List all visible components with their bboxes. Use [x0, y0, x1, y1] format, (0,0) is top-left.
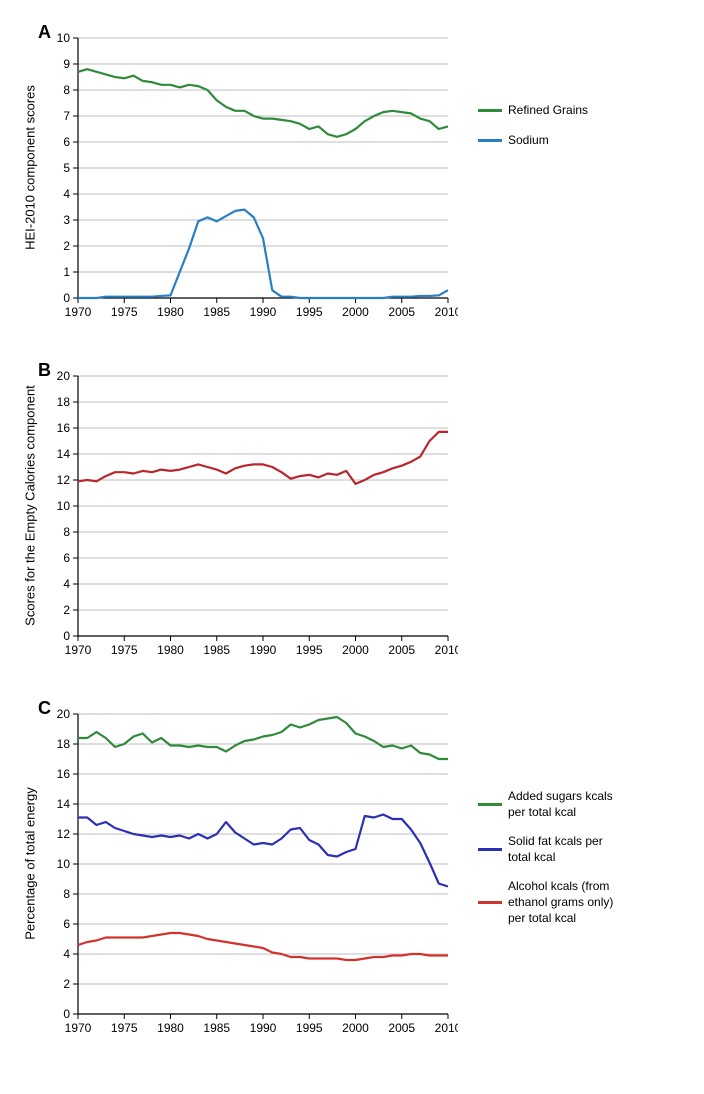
- y-tick-label: 0: [63, 291, 70, 305]
- legend-label: Sodium: [508, 133, 549, 149]
- legend-item: Sodium: [478, 133, 588, 149]
- y-tick-label: 14: [57, 447, 71, 461]
- y-tick-label: 10: [57, 499, 71, 513]
- y-tick-label: 6: [63, 551, 70, 565]
- panel-letter: A: [38, 22, 51, 43]
- panel-b: BScores for the Empty Calories component…: [20, 358, 684, 666]
- x-tick-label: 1990: [250, 305, 277, 319]
- legend-item: Refined Grains: [478, 103, 588, 119]
- legend: Added sugars kcals per total kcal Solid f…: [478, 789, 618, 940]
- legend-item: Added sugars kcals per total kcal: [478, 789, 618, 820]
- x-tick-label: 1970: [65, 305, 92, 319]
- x-tick-label: 1985: [203, 643, 230, 657]
- y-tick-label: 7: [63, 109, 70, 123]
- y-tick-label: 8: [63, 887, 70, 901]
- x-tick-label: 2000: [342, 643, 369, 657]
- x-tick-label: 1990: [250, 1021, 277, 1035]
- data-series-line: [78, 717, 448, 759]
- data-series-line: [78, 432, 448, 484]
- y-tick-label: 6: [63, 135, 70, 149]
- x-tick-label: 1985: [203, 305, 230, 319]
- x-tick-label: 1980: [157, 1021, 184, 1035]
- chart-svg: 0 2 4 6 8 10 12 14 16 18 20 1970 1975 1980 1985 1990 199…: [20, 696, 458, 1044]
- y-tick-label: 20: [57, 369, 71, 383]
- legend-label: Solid fat kcals per total kcal: [508, 834, 618, 865]
- y-tick-label: 0: [63, 629, 70, 643]
- y-tick-label: 12: [57, 827, 71, 841]
- y-tick-label: 9: [63, 57, 70, 71]
- x-tick-label: 1995: [296, 1021, 323, 1035]
- y-tick-label: 16: [57, 421, 71, 435]
- x-tick-label: 2005: [388, 1021, 415, 1035]
- y-axis-label: Scores for the Empty Calories component: [23, 376, 38, 636]
- legend-label: Refined Grains: [508, 103, 588, 119]
- y-tick-label: 14: [57, 797, 71, 811]
- x-tick-label: 2000: [342, 305, 369, 319]
- legend-label: Alcohol kcals (from ethanol grams only) …: [508, 879, 618, 926]
- chart-svg: 0 1 2 3 4 5 6 7 8 9 10 1970 1975 1980 1985 1990 1995 2000…: [20, 20, 458, 328]
- x-tick-label: 1980: [157, 305, 184, 319]
- x-tick-label: 1975: [111, 643, 138, 657]
- data-series-line: [78, 933, 448, 960]
- y-tick-label: 0: [63, 1007, 70, 1021]
- y-tick-label: 20: [57, 707, 71, 721]
- panel-letter: B: [38, 360, 51, 381]
- y-tick-label: 10: [57, 31, 71, 45]
- x-tick-label: 1990: [250, 643, 277, 657]
- x-tick-label: 2010: [435, 643, 458, 657]
- x-tick-label: 2005: [388, 305, 415, 319]
- y-tick-label: 4: [63, 947, 70, 961]
- legend-swatch: [478, 109, 502, 112]
- y-axis-label: Percentage of total energy: [23, 714, 38, 1014]
- y-tick-label: 6: [63, 917, 70, 931]
- legend-label: Added sugars kcals per total kcal: [508, 789, 618, 820]
- x-tick-label: 2010: [435, 305, 458, 319]
- legend-swatch: [478, 901, 502, 904]
- y-tick-label: 4: [63, 577, 70, 591]
- y-axis-label: HEI-2010 component scores: [23, 38, 38, 298]
- y-tick-label: 8: [63, 525, 70, 539]
- y-tick-label: 10: [57, 857, 71, 871]
- legend-item: Alcohol kcals (from ethanol grams only) …: [478, 879, 618, 926]
- x-tick-label: 2000: [342, 1021, 369, 1035]
- data-series-line: [78, 69, 448, 137]
- y-tick-label: 18: [57, 737, 71, 751]
- y-tick-label: 18: [57, 395, 71, 409]
- y-tick-label: 2: [63, 239, 70, 253]
- y-tick-label: 3: [63, 213, 70, 227]
- y-tick-label: 1: [63, 265, 70, 279]
- y-tick-label: 16: [57, 767, 71, 781]
- chart-svg: 0 2 4 6 8 10 12 14 16 18 20 1970 1975 1980 1985 1990 199…: [20, 358, 458, 666]
- legend: Refined Grains Sodium: [478, 103, 588, 162]
- legend-swatch: [478, 803, 502, 806]
- x-tick-label: 1970: [65, 1021, 92, 1035]
- data-series-line: [78, 815, 448, 887]
- y-tick-label: 12: [57, 473, 71, 487]
- legend-swatch: [478, 139, 502, 142]
- legend-swatch: [478, 848, 502, 851]
- x-tick-label: 2010: [435, 1021, 458, 1035]
- x-tick-label: 1970: [65, 643, 92, 657]
- y-tick-label: 4: [63, 187, 70, 201]
- x-tick-label: 1975: [111, 305, 138, 319]
- x-tick-label: 1985: [203, 1021, 230, 1035]
- data-series-line: [78, 210, 448, 298]
- panel-a: AHEI-2010 component scores 0 1 2 3 4 5 6 7 8 9 10 19…: [20, 20, 684, 328]
- y-tick-label: 2: [63, 977, 70, 991]
- legend-item: Solid fat kcals per total kcal: [478, 834, 618, 865]
- y-tick-label: 8: [63, 83, 70, 97]
- y-tick-label: 2: [63, 603, 70, 617]
- x-tick-label: 1980: [157, 643, 184, 657]
- x-tick-label: 1975: [111, 1021, 138, 1035]
- y-tick-label: 5: [63, 161, 70, 175]
- x-tick-label: 1995: [296, 305, 323, 319]
- panel-letter: C: [38, 698, 51, 719]
- x-tick-label: 1995: [296, 643, 323, 657]
- x-tick-label: 2005: [388, 643, 415, 657]
- panel-c: CPercentage of total energy 0 2 4 6 8 10 12 14 16…: [20, 696, 684, 1044]
